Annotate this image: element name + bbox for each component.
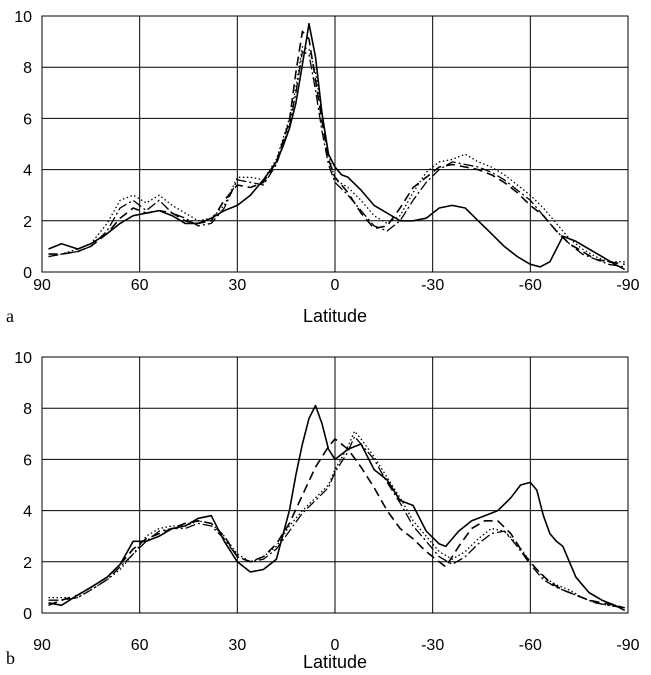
x-tick-label: 30 (228, 637, 246, 654)
y-tick-label: 2 (23, 214, 32, 231)
series-line-solid (48, 404, 626, 612)
y-tick-label: 10 (14, 350, 32, 367)
y-tick-label: 6 (23, 452, 32, 469)
x-tick-label: 0 (331, 277, 340, 294)
panel-label: a (6, 306, 14, 326)
y-tick-label: 4 (23, 163, 32, 180)
x-tick-label: -30 (421, 637, 444, 654)
x-tick-label: 0 (331, 637, 340, 654)
y-tick-label: 8 (23, 60, 32, 77)
x-tick-label: 60 (131, 637, 149, 654)
chart-panel-b: 0 2 4 6 8 10 90 60 30 0 -30 -60 -90 Latitude b (6, 350, 640, 672)
y-tick-label: 10 (14, 9, 32, 26)
y-tick-label: 2 (23, 555, 32, 572)
y-tick-label: 8 (23, 401, 32, 418)
x-axis-title: Latitude (303, 306, 367, 326)
x-tick-label: -30 (421, 277, 444, 294)
x-tick-label: -60 (519, 277, 542, 294)
x-tick-label: -90 (616, 637, 639, 654)
x-tick-label: -60 (519, 637, 542, 654)
plot-frame (41, 356, 629, 614)
x-axis-title: Latitude (303, 652, 367, 672)
series-line-dashed (48, 30, 625, 266)
x-tick-label: 90 (33, 277, 51, 294)
series-line-dashdot (48, 435, 625, 609)
y-tick-label: 0 (23, 265, 32, 282)
panel-label: b (6, 648, 15, 668)
series-line-dashdot (48, 51, 625, 268)
series-line-dotted (48, 46, 625, 263)
x-tick-label: 60 (131, 277, 149, 294)
series-line-dotted (48, 430, 625, 609)
y-tick-label: 4 (23, 504, 32, 521)
x-tick-label: 90 (33, 637, 51, 654)
chart-panel-a: 0 2 4 6 8 10 90 60 30 0 -30 -60 -90 Latitude a (6, 9, 640, 326)
x-tick-label: -90 (616, 277, 639, 294)
plot-frame (41, 15, 629, 273)
y-tick-label: 6 (23, 111, 32, 128)
x-tick-label: 30 (228, 277, 246, 294)
series-line-dashed (48, 438, 625, 609)
y-tick-label: 0 (23, 606, 32, 623)
series-line-solid (48, 22, 626, 271)
